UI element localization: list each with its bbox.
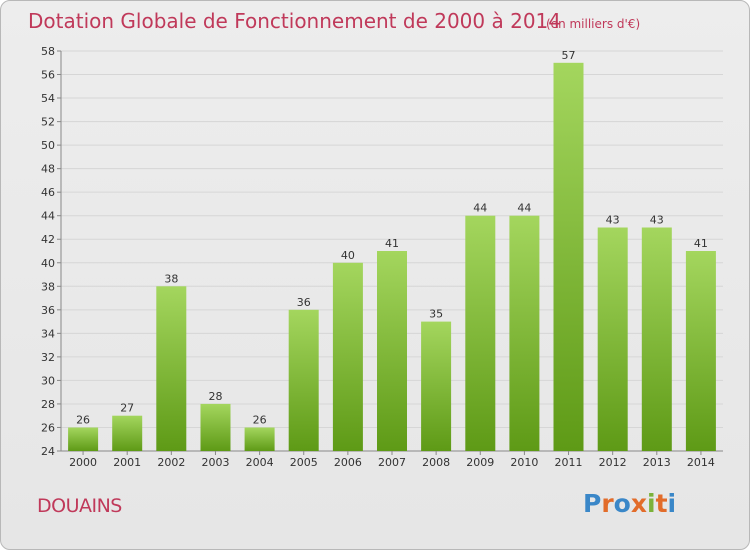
y-tick-label: 50 (41, 139, 55, 152)
data-label-2004: 26 (253, 413, 267, 426)
x-tick-label-2011: 2011 (555, 456, 583, 469)
bar-2001 (112, 415, 143, 451)
chart-title: Dotation Globale de Fonctionnement de 20… (28, 9, 561, 33)
bar-2003 (200, 403, 231, 451)
y-tick-label: 58 (41, 45, 55, 58)
bar-2014 (685, 251, 716, 451)
logo-letter: i (667, 489, 677, 518)
y-tick-label: 40 (41, 257, 55, 270)
data-label-2012: 43 (606, 213, 620, 226)
x-tick-label-2000: 2000 (69, 456, 97, 469)
data-label-2009: 44 (473, 202, 487, 215)
x-tick-label-2002: 2002 (157, 456, 185, 469)
data-label-2001: 27 (120, 402, 134, 415)
data-label-2005: 36 (297, 296, 311, 309)
logo-letter: t (655, 489, 668, 518)
y-tick-label: 52 (41, 116, 55, 129)
y-tick-label: 32 (41, 351, 55, 364)
bar-2009 (465, 215, 496, 451)
data-label-2006: 40 (341, 249, 355, 262)
y-tick-label: 36 (41, 304, 55, 317)
data-label-2000: 26 (76, 413, 90, 426)
data-label-2010: 44 (517, 202, 531, 215)
y-tick-label: 34 (41, 327, 55, 340)
logo-letter: r (601, 489, 614, 518)
y-tick-label: 42 (41, 233, 55, 246)
y-tick-label: 46 (41, 186, 55, 199)
y-tick-label: 26 (41, 421, 55, 434)
x-tick-label-2013: 2013 (643, 456, 671, 469)
data-label-2007: 41 (385, 237, 399, 250)
data-label-2002: 38 (164, 272, 178, 285)
bar-2008 (421, 321, 452, 451)
data-label-2014: 41 (694, 237, 708, 250)
x-tick-label-2012: 2012 (599, 456, 627, 469)
bars (68, 62, 716, 452)
bar-2013 (641, 227, 672, 451)
data-label-2011: 57 (562, 49, 576, 62)
y-tick-label: 56 (41, 69, 55, 82)
x-tick-label-2004: 2004 (246, 456, 274, 469)
bar-2002 (156, 286, 187, 451)
y-tick-label: 44 (41, 210, 55, 223)
data-label-2008: 35 (429, 308, 443, 321)
bar-2000 (68, 427, 99, 451)
x-tick-label-2003: 2003 (201, 456, 229, 469)
logo-letter: x (630, 489, 647, 518)
y-tick-label: 38 (41, 280, 55, 293)
labels: 24 26 28 30 32 34 36 38 40 42 44 46 48 50 52 54 56 58 26 20… (41, 45, 715, 469)
bar-2006 (332, 262, 363, 451)
x-tick-label-2010: 2010 (510, 456, 538, 469)
y-tick-label: 30 (41, 374, 55, 387)
x-tick-label-2006: 2006 (334, 456, 362, 469)
x-tick-label-2001: 2001 (113, 456, 141, 469)
bar-2011 (553, 62, 584, 452)
y-tick-label: 24 (41, 445, 55, 458)
y-tick-label: 48 (41, 163, 55, 176)
data-label-2013: 43 (650, 213, 664, 226)
x-tick-label-2007: 2007 (378, 456, 406, 469)
bar-2004 (244, 427, 275, 451)
y-tick-label: 28 (41, 398, 55, 411)
bar-2010 (509, 215, 540, 451)
proxiti-logo[interactable]: Proxiti (583, 489, 676, 518)
commune-name: DOUAINS (37, 495, 122, 517)
logo-letter: o (613, 489, 631, 518)
bar-2007 (377, 251, 407, 451)
x-tick-label-2005: 2005 (290, 456, 318, 469)
y-tick-label: 54 (41, 92, 55, 105)
logo-letter: P (583, 489, 602, 518)
data-label-2003: 28 (208, 390, 222, 403)
logo-letter: i (647, 489, 656, 518)
x-tick-label-2009: 2009 (466, 456, 494, 469)
bar-2012 (597, 227, 628, 451)
x-tick-label-2008: 2008 (422, 456, 450, 469)
x-tick-label-2014: 2014 (687, 456, 715, 469)
chart-unit-note: (en milliers d'€) (546, 17, 641, 31)
bar-2005 (288, 309, 319, 451)
